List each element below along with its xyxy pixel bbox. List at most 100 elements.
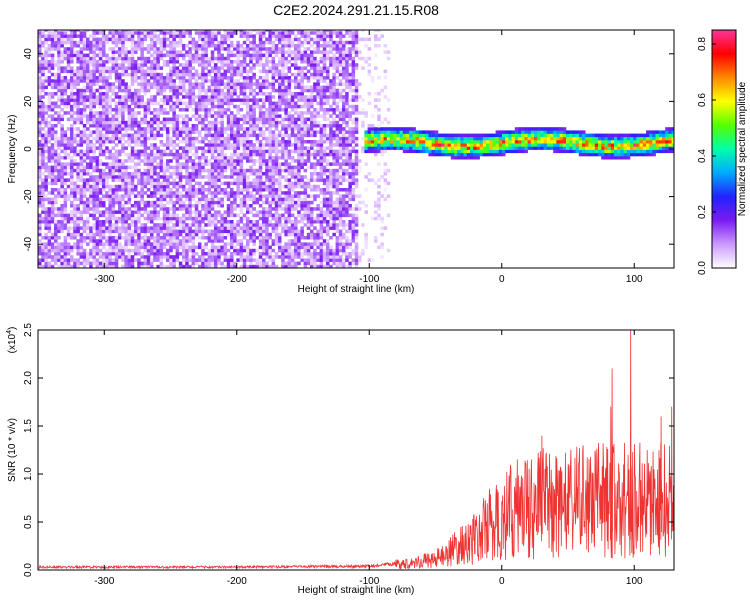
- spectrogram-cell: [281, 223, 285, 227]
- spectrogram-cell: [175, 72, 180, 77]
- spectrogram-cell: [198, 53, 202, 58]
- spectrogram-cell: [98, 66, 103, 70]
- spectrogram-cell: [124, 101, 128, 106]
- spectrogram-cell: [194, 200, 199, 205]
- spectrogram-cell: [95, 248, 100, 253]
- spectrogram-cell: [118, 162, 122, 166]
- spectrogram-cell: [172, 258, 176, 262]
- spectrogram-cell: [134, 88, 138, 93]
- spectrogram-cell: [137, 76, 141, 80]
- spectrogram-cell: [281, 92, 285, 96]
- spectrogram-cell: [102, 40, 106, 45]
- spectrogram-cell: [89, 184, 93, 189]
- spectrogram-cell: [121, 216, 125, 221]
- spectrogram-cell: [242, 56, 247, 61]
- spectrogram-cell: [79, 178, 84, 182]
- spectrogram-cell: [57, 255, 61, 259]
- spectrogram-cell: [226, 37, 231, 42]
- spectrogram-cell: [130, 66, 135, 70]
- spectrogram-cell: [252, 34, 256, 38]
- spectrogram-cell: [98, 114, 103, 118]
- spectrogram-cell: [281, 98, 285, 102]
- spectrogram-cell: [66, 127, 71, 131]
- spectrogram-cell: [220, 53, 224, 58]
- spectrogram-cell: [156, 127, 160, 131]
- spectrogram-cell: [198, 255, 202, 259]
- spectrogram-cell: [70, 232, 74, 237]
- spectrogram-cell: [310, 236, 314, 240]
- spectrogram-cell: [76, 34, 80, 38]
- spectrogram-cell: [303, 207, 308, 211]
- spectrogram-cell: [271, 66, 276, 70]
- spectrogram-cell: [182, 188, 186, 192]
- spectrogram-cell: [98, 111, 103, 115]
- spectrogram-cell: [188, 34, 192, 38]
- spectrogram-cell: [114, 143, 119, 147]
- spectrogram-cell: [121, 136, 125, 141]
- spectrogram-cell: [252, 117, 256, 122]
- spectrogram-cell: [86, 162, 90, 166]
- spectrogram-cell: [86, 207, 90, 211]
- spectrogram-cell: [156, 130, 160, 134]
- spectrogram-cell: [70, 124, 74, 128]
- spectrogram-cell: [230, 88, 234, 93]
- spectrogram-cell: [297, 200, 301, 205]
- spectrogram-cell: [111, 245, 116, 250]
- spectrogram-cell: [50, 149, 55, 154]
- spectrogram-cell: [226, 117, 231, 122]
- spectrogram-cell: [294, 101, 298, 106]
- spectrogram-cell: [41, 31, 45, 35]
- spectrogram-cell: [54, 226, 58, 230]
- spectrogram-cell: [121, 159, 125, 163]
- spectrogram-cell: [108, 31, 112, 35]
- spectrogram-cell: [258, 40, 263, 45]
- spectrogram-cell: [47, 34, 52, 38]
- spectrogram-cell: [105, 248, 109, 253]
- spectrogram-cell: [98, 188, 103, 192]
- spectrogram-cell: [265, 30, 269, 32]
- spectrogram-cell: [50, 159, 55, 163]
- spectrogram-cell: [146, 216, 151, 221]
- spectrogram-cell: [82, 34, 87, 38]
- spectrogram-cell: [255, 136, 260, 141]
- spectrogram-cell: [127, 236, 132, 240]
- spectrogram-cell: [214, 258, 218, 262]
- spectrogram-cell: [300, 178, 304, 182]
- spectrogram-cell: [108, 95, 112, 99]
- spectrogram-cell: [156, 85, 160, 90]
- spectrogram-cell: [124, 82, 128, 86]
- spectrogram-cell: [268, 156, 272, 160]
- spectrogram-cell: [66, 140, 71, 144]
- spectrogram-cell: [252, 40, 256, 45]
- spectrogram-cell: [297, 168, 301, 173]
- spectrogram-cell: [284, 104, 288, 109]
- spectrogram-cell: [214, 146, 218, 150]
- spectrogram-cell: [114, 162, 119, 166]
- spectrogram-cell: [92, 232, 96, 237]
- spectrogram-cell: [274, 127, 279, 131]
- spectrogram-cell: [111, 63, 116, 67]
- spectrogram-cell: [201, 136, 205, 141]
- spectrogram-cell: [217, 108, 221, 112]
- spectrogram-cell: [108, 191, 112, 195]
- spectrogram-cell: [70, 79, 74, 83]
- spectrogram-cell: [233, 66, 237, 70]
- spectrogram-cell: [134, 223, 138, 227]
- spectrogram-cell: [239, 165, 244, 170]
- spectrogram-cell: [265, 248, 269, 253]
- spectrogram-cell: [127, 60, 132, 64]
- spectrogram-cell: [41, 72, 45, 77]
- spectrogram-cell: [281, 63, 285, 67]
- spectrogram-cell: [73, 197, 77, 202]
- spectrogram-cell: [210, 175, 215, 179]
- spectrogram-cell: [178, 181, 183, 186]
- spectrogram-cell: [178, 220, 183, 224]
- spectrogram-cell: [262, 226, 266, 230]
- spectrogram-cell: [41, 140, 45, 144]
- spectrogram-cell: [63, 37, 68, 42]
- spectrogram-cell: [262, 44, 266, 48]
- spectrogram-cell: [268, 223, 272, 227]
- spectrogram-cell: [156, 37, 160, 42]
- spectrogram-cell: [118, 184, 122, 189]
- spectrogram-cell: [95, 245, 100, 250]
